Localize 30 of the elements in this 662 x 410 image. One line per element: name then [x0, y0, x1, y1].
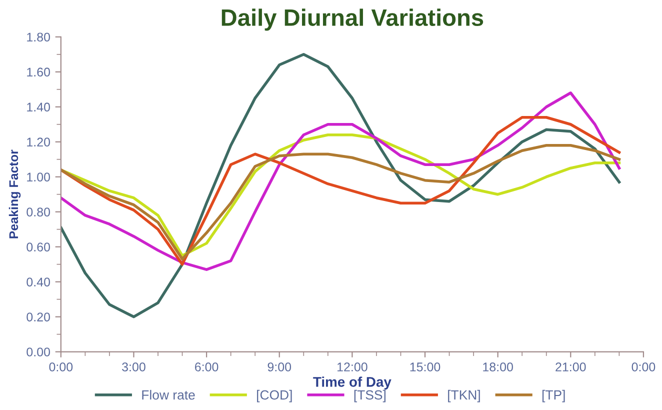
line-series: [60, 53, 621, 318]
y-tick-label: 0.00: [26, 348, 50, 356]
y-tick-label: 1.00: [27, 172, 50, 182]
y-tick-label: 1.80: [27, 32, 50, 42]
x-tick-label: 0:00: [632, 362, 656, 372]
x-tick-label: 6:00: [195, 362, 218, 372]
x-tick-label: 3:00: [122, 362, 146, 372]
legend-label: [COD]: [257, 390, 292, 402]
x-tick-label: 0:00: [49, 362, 73, 372]
legend-label: Flow rate: [142, 390, 195, 400]
legend-label: [TSS]: [354, 390, 386, 402]
x-tick-label: 15:00: [410, 362, 440, 372]
x-tick-label: 18:00: [483, 362, 513, 372]
x-tick-label: 12:00: [338, 362, 368, 372]
y-tick-label: 0.40: [26, 278, 50, 286]
line-series: [60, 91, 621, 271]
x-axis-title: Time of Day: [313, 376, 392, 390]
y-tick-label: 1.60: [27, 68, 50, 77]
y-axis-title: Peaking Factor: [8, 150, 21, 238]
legend-label: [TP]: [542, 390, 565, 402]
y-tick-label: 1.20: [27, 138, 50, 147]
x-tick-label: 9:00: [268, 362, 292, 372]
y-tick-label: 0.60: [26, 242, 50, 252]
y-tick-label: 0.80: [26, 208, 50, 216]
x-tick-label: 21:00: [556, 362, 586, 372]
chart-title: Daily Diurnal Variations: [222, 8, 484, 31]
legend-label: [TKN]: [448, 390, 480, 402]
y-tick-label: 1.40: [27, 102, 50, 112]
y-tick-label: 0.20: [26, 312, 50, 322]
line-series: [60, 116, 621, 266]
